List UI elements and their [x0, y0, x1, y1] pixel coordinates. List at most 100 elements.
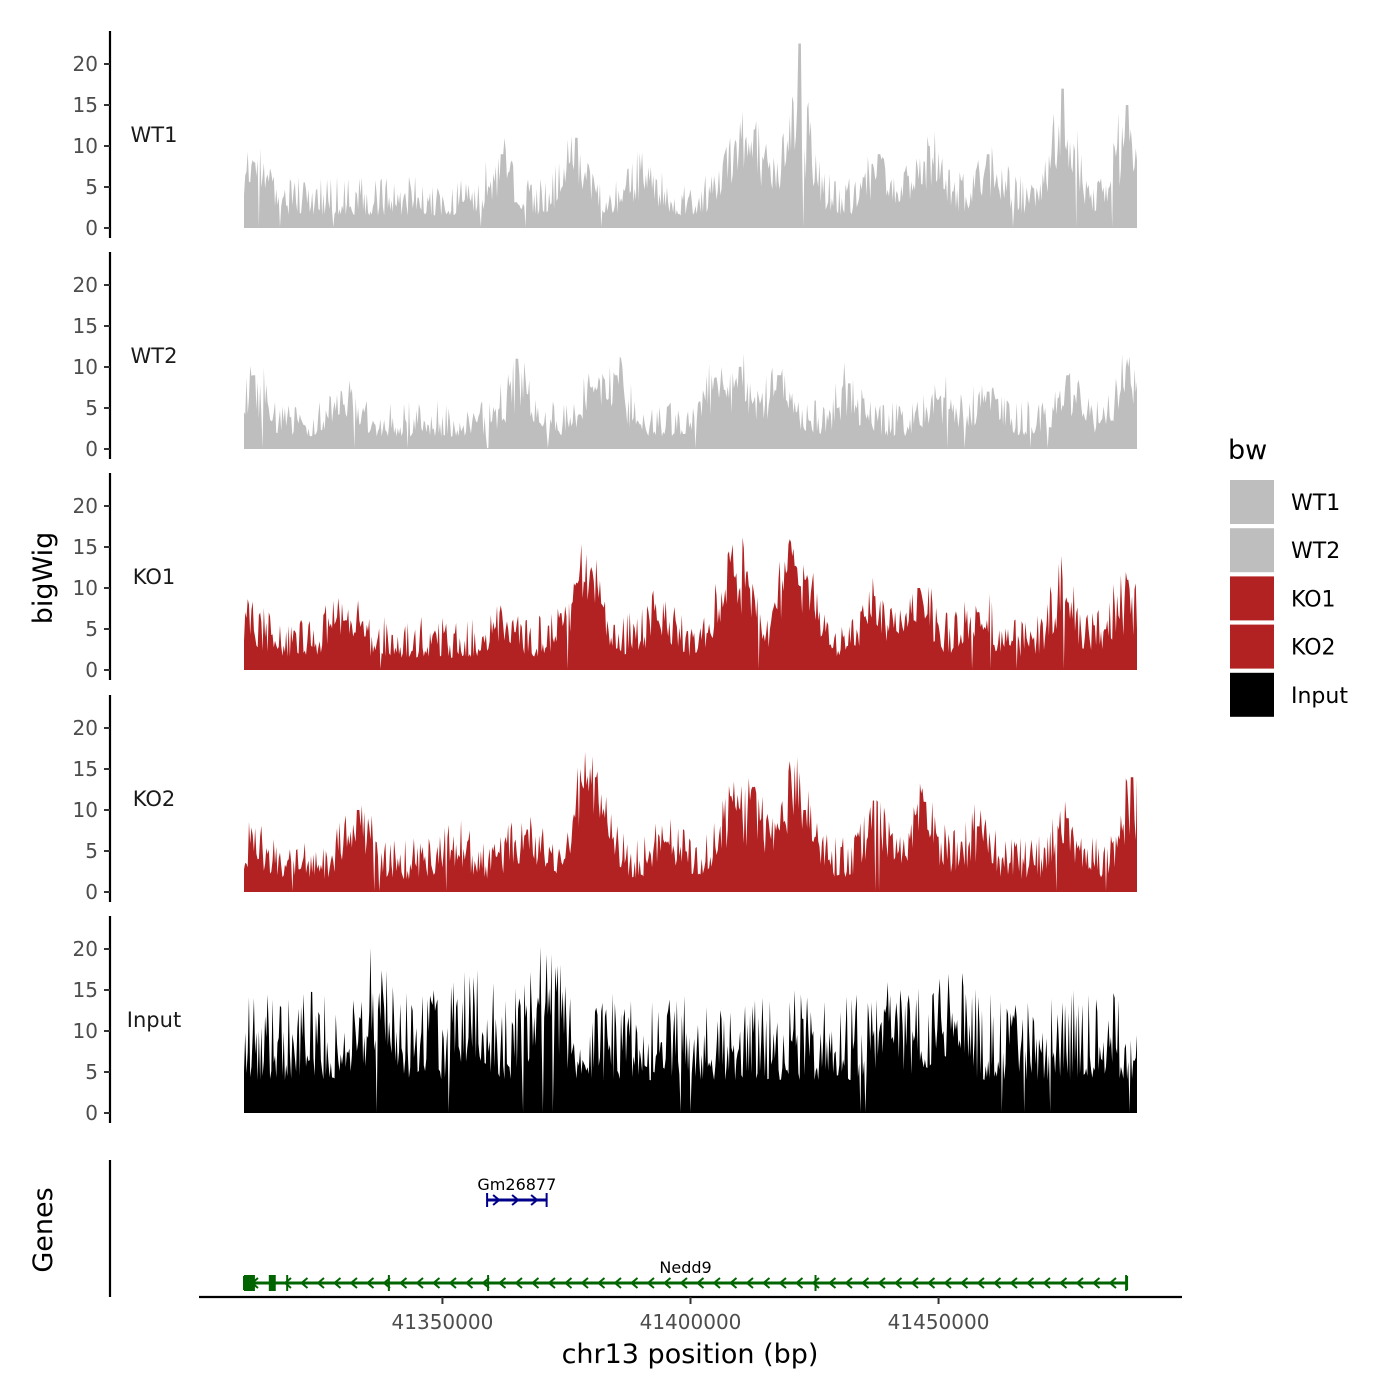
strand-chevron [860, 1277, 870, 1289]
y-tick-label: 5 [85, 175, 98, 199]
track-wt1: 0 5 10 15 20 WT1 [73, 31, 1137, 240]
strand-chevron [448, 1277, 457, 1289]
y-tick-label: 10 [73, 1019, 98, 1043]
y-tick-label: 0 [85, 658, 98, 682]
legend: WT1 WT2 KO1 KO2 Input [1230, 480, 1348, 717]
strand-chevron [1108, 1277, 1117, 1289]
legend-swatch [1230, 576, 1274, 621]
strand-chevron [511, 1194, 520, 1206]
exon [814, 1275, 817, 1291]
strand-chevron [844, 1277, 853, 1289]
strand-chevron [646, 1277, 655, 1289]
strand-chevron [1009, 1277, 1018, 1289]
strand-chevron [959, 1277, 969, 1289]
strand-chevron [398, 1277, 408, 1289]
strand-chevron [299, 1277, 309, 1289]
strand-chevron [976, 1277, 985, 1289]
track-label: Input [127, 1008, 181, 1032]
genes-axis-title: Genes [28, 1187, 59, 1272]
y-axis-title: bigWig [28, 532, 59, 625]
gene-label: Nedd9 [659, 1258, 711, 1277]
strand-chevron [415, 1277, 424, 1289]
legend-label: WT2 [1291, 539, 1340, 564]
strand-chevron [662, 1277, 672, 1289]
strand-chevron [596, 1277, 606, 1289]
track-ko2: 0 5 10 15 20 KO2 [73, 695, 1137, 904]
y-tick-label: 15 [73, 757, 98, 781]
y-tick-label: 5 [85, 396, 98, 420]
exon [244, 1275, 255, 1291]
strand-chevron [431, 1277, 441, 1289]
legend-entry-wt2: WT2 [1230, 528, 1340, 573]
y-tick-label: 15 [73, 314, 98, 338]
track-label: WT2 [131, 344, 178, 368]
track-label: KO1 [133, 565, 176, 589]
legend-label: Input [1291, 684, 1348, 709]
strand-chevron [728, 1277, 738, 1289]
strand-chevron [778, 1277, 787, 1289]
y-tick-label: 0 [85, 437, 98, 461]
strand-chevron [563, 1277, 573, 1289]
strand-chevron [332, 1277, 342, 1289]
legend-entry-ko2: KO2 [1230, 624, 1336, 669]
strand-chevron [497, 1277, 507, 1289]
coverage-tracks: 0 5 10 15 20 WT1 0 5 10 15 20 WT2 0 5 10 15 20 KO1 0 5 10 15 2… [73, 31, 1137, 1125]
strand-chevron [464, 1277, 474, 1289]
track-input: 0 5 10 15 20 Input [73, 916, 1137, 1125]
y-tick-label: 0 [85, 880, 98, 904]
strand-chevron [316, 1277, 325, 1289]
y-tick-label: 15 [73, 978, 98, 1002]
strand-chevron [1025, 1277, 1035, 1289]
strand-chevron [745, 1277, 754, 1289]
strand-chevron [365, 1277, 375, 1289]
y-tick-label: 0 [85, 216, 98, 240]
strand-chevron [910, 1277, 919, 1289]
strand-chevron [492, 1194, 501, 1206]
strand-chevron [1058, 1277, 1068, 1289]
strand-chevron [695, 1277, 705, 1289]
x-axis: 41350000 41400000 41450000 [199, 1295, 1182, 1334]
strand-chevron [1042, 1277, 1051, 1289]
y-tick-label: 10 [73, 134, 98, 158]
legend-entry-ko1: KO1 [1230, 576, 1336, 621]
gene-label: Gm26877 [477, 1175, 556, 1194]
y-tick-label: 20 [73, 716, 98, 740]
strand-chevron [349, 1277, 358, 1289]
track-ko1: 0 5 10 15 20 KO1 [73, 473, 1137, 682]
y-tick-label: 20 [73, 494, 98, 518]
coverage-area-ko2 [244, 751, 1137, 892]
y-tick-label: 20 [73, 273, 98, 297]
strand-chevron [794, 1277, 804, 1289]
strand-chevron [827, 1277, 837, 1289]
y-tick-label: 5 [85, 617, 98, 641]
legend-label: KO1 [1291, 587, 1336, 612]
legend-entry-wt1: WT1 [1230, 480, 1340, 524]
exon [268, 1275, 276, 1291]
strand-chevron [629, 1277, 639, 1289]
legend-entry-input: Input [1230, 672, 1348, 717]
strand-chevron [547, 1277, 556, 1289]
gene-nedd9: Nedd9 [243, 1258, 1129, 1291]
track-label: WT1 [131, 123, 178, 147]
strand-chevron [926, 1277, 936, 1289]
strand-chevron [481, 1277, 490, 1289]
coverage-area-wt1 [244, 43, 1137, 228]
gene-annotation-track: Gm26877 Nedd9 [108, 1160, 1129, 1297]
strand-chevron [992, 1277, 1002, 1289]
y-tick-label: 10 [73, 798, 98, 822]
track-label: KO2 [133, 787, 176, 811]
x-tick-label: 41400000 [640, 1310, 742, 1334]
x-tick-label: 41350000 [392, 1310, 494, 1334]
y-tick-label: 15 [73, 93, 98, 117]
y-tick-label: 5 [85, 839, 98, 863]
exon [1125, 1275, 1128, 1291]
strand-chevron [893, 1277, 903, 1289]
y-tick-label: 20 [73, 937, 98, 961]
strand-chevron [679, 1277, 688, 1289]
legend-swatch [1230, 528, 1274, 573]
strand-chevron [761, 1277, 771, 1289]
exon [387, 1275, 390, 1291]
y-tick-label: 10 [73, 355, 98, 379]
legend-label: WT1 [1291, 491, 1340, 516]
